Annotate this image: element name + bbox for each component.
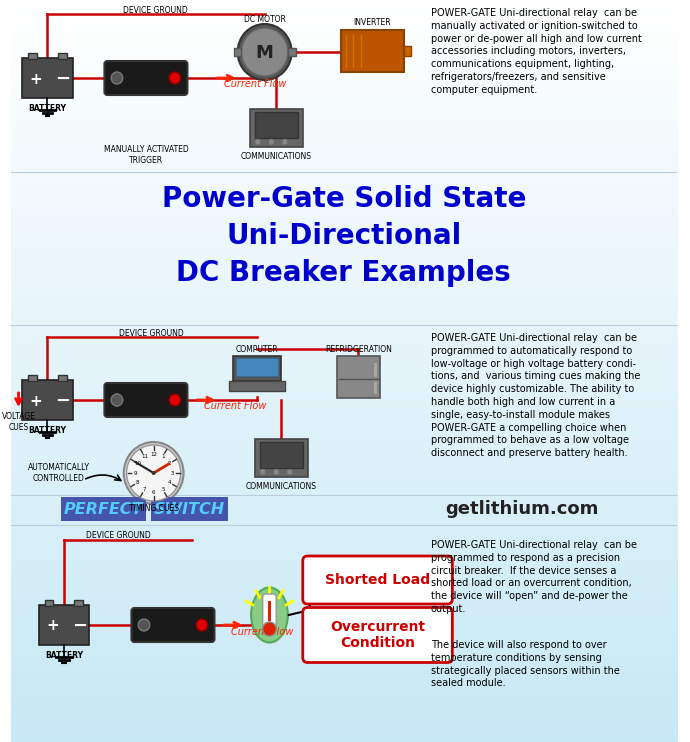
Text: M: M [256, 44, 273, 62]
Bar [229, 381, 285, 391]
Circle shape [196, 619, 208, 631]
Text: 6: 6 [152, 490, 155, 494]
Bar [250, 109, 303, 147]
Bar [341, 30, 404, 72]
Circle shape [282, 139, 288, 145]
Text: 4: 4 [168, 480, 171, 485]
FancyBboxPatch shape [104, 61, 188, 95]
Text: BATTERY: BATTERY [45, 651, 83, 660]
Bar [45, 600, 53, 606]
Text: 1: 1 [161, 454, 164, 459]
FancyBboxPatch shape [104, 383, 188, 417]
Text: The device will also respond to over
temperature conditions by sensing
strategic: The device will also respond to over tem… [431, 640, 620, 689]
Bar [22, 380, 72, 420]
Bar [75, 600, 83, 606]
Bar [255, 439, 308, 477]
Text: +: + [46, 619, 59, 634]
Text: AUTOMATICALLY
CONTROLLED: AUTOMATICALLY CONTROLLED [28, 463, 90, 483]
Text: COMMUNICATIONS: COMMUNICATIONS [246, 482, 317, 490]
Text: TIMING CUES: TIMING CUES [128, 504, 179, 513]
Text: VOLTAGE
CUES: VOLTAGE CUES [1, 413, 35, 432]
Bar [268, 601, 271, 621]
Text: 5: 5 [161, 487, 164, 492]
Text: Overcurrent
Condition: Overcurrent Condition [330, 620, 425, 650]
Bar [234, 48, 242, 56]
Bar [233, 356, 281, 381]
Text: −: − [55, 392, 70, 410]
Text: Shorted Load: Shorted Load [325, 573, 430, 587]
Text: 3: 3 [170, 470, 174, 476]
Text: Power-Gate Solid State: Power-Gate Solid State [161, 185, 526, 213]
Text: getlithium.com: getlithium.com [446, 500, 599, 518]
Circle shape [260, 469, 266, 475]
Bar [337, 356, 380, 398]
Circle shape [237, 24, 292, 80]
FancyBboxPatch shape [303, 556, 453, 604]
Text: DEVICE GROUND: DEVICE GROUND [124, 5, 188, 15]
Text: +: + [30, 71, 42, 87]
Circle shape [268, 139, 275, 145]
Bar [61, 497, 146, 521]
Text: 2: 2 [168, 461, 171, 466]
Bar [255, 112, 298, 138]
Circle shape [273, 469, 279, 475]
Text: 7: 7 [143, 487, 146, 492]
Text: Current Flow: Current Flow [204, 401, 266, 411]
Circle shape [287, 469, 293, 475]
Text: POWER-GATE Uni-directional relay  can be
programmed to automatically respond to
: POWER-GATE Uni-directional relay can be … [431, 333, 640, 459]
Bar [39, 605, 89, 645]
Text: −: − [55, 70, 70, 88]
Circle shape [127, 445, 181, 501]
Text: DEVICE GROUND: DEVICE GROUND [86, 531, 150, 539]
Text: INVERTER: INVERTER [353, 18, 391, 27]
Bar [236, 358, 278, 375]
Text: COMMUNICATIONS: COMMUNICATIONS [241, 151, 312, 160]
Circle shape [255, 139, 261, 145]
Circle shape [169, 394, 181, 406]
Text: 9: 9 [134, 470, 137, 476]
Text: MANUALLY ACTIVATED
TRIGGER: MANUALLY ACTIVATED TRIGGER [104, 145, 188, 165]
Circle shape [241, 28, 288, 76]
Text: BATTERY: BATTERY [28, 425, 66, 435]
Text: POWER-GATE Uni-directional relay  can be
programmed to respond as a precision
ci: POWER-GATE Uni-directional relay can be … [431, 540, 637, 614]
Text: Current Flow: Current Flow [224, 79, 286, 89]
Ellipse shape [251, 588, 288, 643]
Bar [22, 58, 72, 98]
Circle shape [124, 442, 184, 504]
Bar [404, 46, 411, 56]
Circle shape [111, 72, 123, 84]
FancyBboxPatch shape [263, 594, 276, 628]
Text: 11: 11 [141, 454, 148, 459]
Text: REFRIDGERATION: REFRIDGERATION [325, 344, 392, 353]
Text: SWITCH: SWITCH [154, 502, 225, 516]
Bar [150, 497, 228, 521]
Text: 12: 12 [150, 451, 157, 456]
Circle shape [152, 471, 155, 475]
Text: 8: 8 [136, 480, 139, 485]
Circle shape [263, 622, 276, 636]
Bar [28, 375, 37, 381]
Bar [58, 375, 67, 381]
Text: Current Flow: Current Flow [231, 627, 293, 637]
Text: DC Breaker Examples: DC Breaker Examples [177, 259, 511, 287]
Text: −: − [72, 617, 87, 635]
FancyBboxPatch shape [131, 608, 215, 642]
Text: POWER-GATE Uni-directional relay  can be
manually activated or ignition-switched: POWER-GATE Uni-directional relay can be … [431, 8, 642, 95]
Text: Uni-Directional: Uni-Directional [226, 222, 462, 250]
FancyBboxPatch shape [303, 608, 453, 663]
Text: DEVICE GROUND: DEVICE GROUND [119, 329, 184, 338]
Text: BATTERY: BATTERY [28, 103, 66, 113]
Circle shape [138, 619, 150, 631]
Text: +: + [30, 393, 42, 409]
Circle shape [111, 394, 123, 406]
Bar [28, 53, 37, 59]
Text: PERFECT: PERFECT [63, 502, 143, 516]
Text: 10: 10 [135, 461, 141, 466]
Bar [288, 48, 295, 56]
Bar [58, 53, 67, 59]
Text: DC MOTOR: DC MOTOR [244, 15, 286, 24]
Circle shape [169, 72, 181, 84]
Bar [260, 442, 303, 468]
Text: COMPUTER: COMPUTER [235, 344, 278, 353]
